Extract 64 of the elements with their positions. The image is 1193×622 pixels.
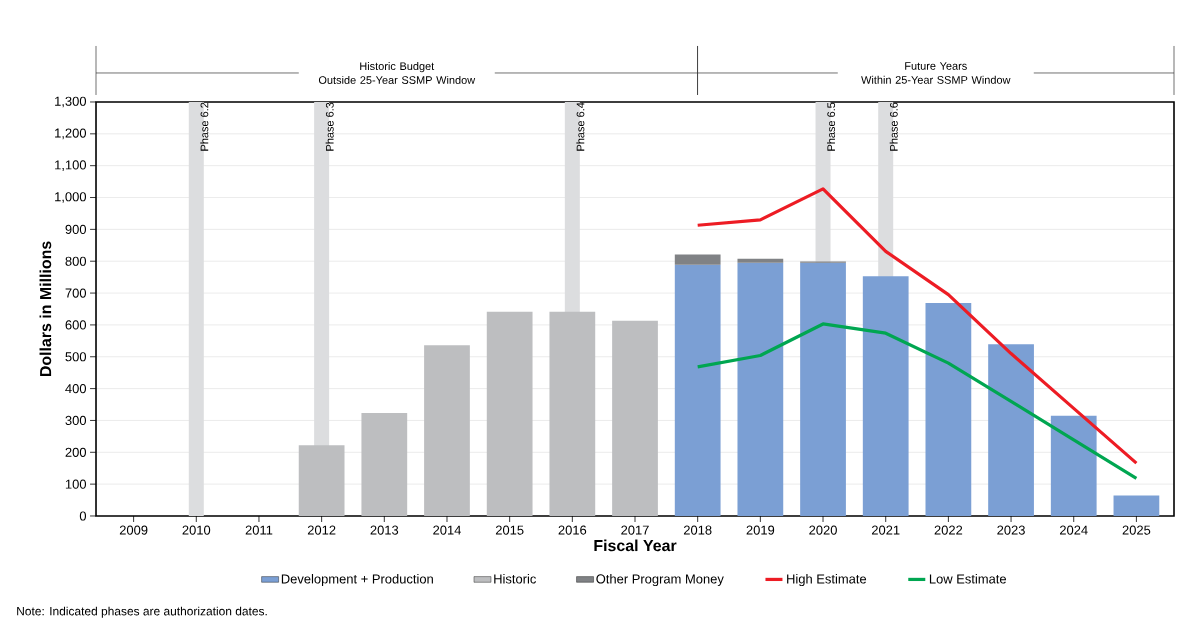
- x-tick-label: 2017: [621, 525, 649, 535]
- bar: [298, 445, 345, 516]
- bar: [486, 311, 533, 516]
- x-tick-label: 2012: [307, 525, 336, 535]
- x-tick-label: 2015: [495, 525, 524, 535]
- bar: [1113, 495, 1160, 516]
- x-tick-label: 2013: [370, 525, 399, 535]
- x-tick-label: 2020: [809, 525, 837, 535]
- legend-label: Historic: [494, 573, 537, 584]
- y-tick-label: 300: [65, 415, 87, 426]
- bar: [1050, 415, 1097, 516]
- y-tick-label: 700: [65, 288, 87, 298]
- y-tick-label: 1,200: [55, 128, 87, 140]
- ref-line-label: Phase 6.5: [827, 102, 836, 151]
- bar: [361, 413, 408, 516]
- bar: [549, 311, 596, 516]
- legend-label: Other Program Money: [596, 573, 724, 587]
- x-tick-label: 2010: [182, 525, 211, 535]
- line-series: [696, 322, 1138, 481]
- ref-line-label: Phase 6.3: [325, 102, 334, 151]
- line-series: [696, 187, 1138, 465]
- y-tick-label: 900: [65, 224, 87, 234]
- y-tick-label: 500: [65, 352, 87, 362]
- text: Future Years Within 25-Year SSMP Window: [861, 62, 1011, 84]
- legend-label: High Estimate: [787, 573, 867, 587]
- y-tick-label: 200: [65, 447, 87, 457]
- x-tick-label: 2025: [1122, 525, 1151, 535]
- ref-line-label: Phase 6.2: [200, 102, 209, 151]
- text: Note: Indicated phases are authorization dates.: [17, 606, 267, 618]
- y-tick-label: 1,000: [55, 192, 87, 203]
- ref-line-label: Phase 6.6: [889, 102, 898, 151]
- x-axis-title: Fiscal Year: [594, 539, 677, 552]
- x-tick-label: 2022: [934, 525, 963, 535]
- x-tick-label: 2023: [997, 525, 1025, 535]
- bar: [674, 264, 721, 516]
- bar: [424, 345, 470, 516]
- y-tick-label: 1,300: [55, 96, 87, 108]
- x-tick-label: 2024: [1059, 525, 1088, 535]
- x-tick-label: 2019: [746, 525, 775, 535]
- x-tick-label: 2009: [119, 525, 148, 535]
- legend-label: Development + Production: [281, 573, 433, 587]
- bar: [737, 258, 784, 263]
- bar: [988, 344, 1034, 516]
- x-tick-label: 2011: [245, 525, 273, 535]
- x-tick-label: 2014: [433, 525, 462, 535]
- bar: [925, 302, 972, 516]
- y-tick-label: 400: [65, 384, 87, 394]
- y-tick-label: 100: [65, 479, 87, 489]
- y-axis-title: Dollars in Millions: [39, 241, 52, 377]
- legend-label: Low Estimate: [929, 573, 1007, 584]
- ref-line-label: Phase 6.4: [576, 102, 585, 151]
- bar: [737, 262, 784, 516]
- text: Historic Budget Outside 25-Year SSMP Window: [318, 61, 476, 84]
- x-tick-label: 2021: [871, 525, 900, 535]
- y-tick-label: 600: [65, 320, 87, 330]
- y-tick-label: 1,100: [55, 160, 87, 172]
- bar: [612, 320, 658, 516]
- y-tick-label: 800: [65, 256, 87, 266]
- x-tick-label: 2016: [558, 525, 587, 535]
- bar: [800, 262, 846, 516]
- bar: [862, 276, 909, 516]
- bar: [674, 254, 721, 265]
- x-tick-label: 2018: [683, 525, 712, 535]
- y-tick-label: 0: [79, 511, 87, 521]
